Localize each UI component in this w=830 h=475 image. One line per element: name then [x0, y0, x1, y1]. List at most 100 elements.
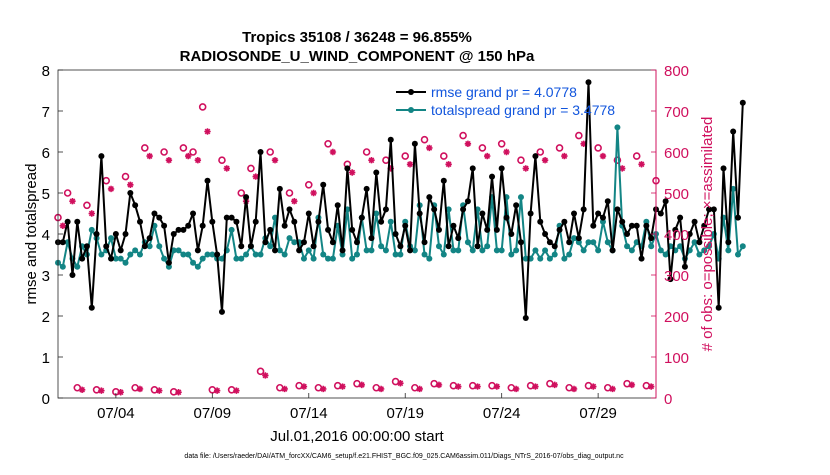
rmse-point: [305, 210, 312, 217]
rmse-point: [517, 239, 524, 246]
y-right-tick-label: 800: [664, 63, 689, 80]
spread-point: [701, 247, 708, 254]
rmse-point: [739, 99, 746, 106]
obs-possible-point: [304, 181, 313, 189]
obs-possible-point: [121, 172, 130, 181]
spread-point: [122, 259, 129, 266]
obs-possible-point: [632, 152, 641, 160]
rmse-point: [696, 239, 703, 246]
rmse-point: [88, 304, 95, 311]
spread-point: [450, 247, 457, 254]
rmse-point: [243, 194, 250, 201]
rmse-point: [329, 239, 336, 246]
spread-point: [696, 251, 703, 258]
rmse-point: [493, 226, 500, 233]
rmse-point: [247, 243, 254, 250]
y-tick-label: 7: [42, 104, 50, 121]
rmse-point: [508, 231, 515, 237]
obs-assimilated-point: [493, 383, 501, 390]
spread-point: [228, 226, 235, 233]
rmse-point: [633, 222, 640, 229]
rmse-point: [580, 206, 587, 213]
obs-possible-point: [613, 156, 622, 164]
spread-point: [706, 243, 713, 250]
rmse-point: [706, 206, 713, 213]
obs-assimilated-point: [532, 383, 539, 390]
obs-possible-point: [324, 140, 332, 148]
rmse-point: [59, 239, 66, 246]
chart-subtitle: RADIOSONDE_U_WIND_COMPONENT @ 150 hPa: [180, 48, 535, 65]
spread-point: [252, 251, 259, 258]
rmse-point: [363, 185, 370, 192]
spread-point: [532, 247, 539, 254]
spread-point: [276, 247, 283, 254]
spread-point: [604, 239, 611, 246]
obs-possible-point: [459, 131, 467, 140]
plot-area: [58, 70, 656, 398]
rmse-point: [725, 239, 732, 246]
y-right-tick-label: 200: [664, 309, 689, 326]
rmse-point: [315, 218, 322, 225]
spread-point: [98, 251, 105, 258]
rmse-point: [262, 239, 269, 246]
obs-assimilated-point: [310, 189, 317, 197]
obs-possible-point: [517, 156, 525, 164]
rmse-point: [479, 210, 486, 217]
obs-possible-point: [63, 189, 72, 197]
spread-point: [204, 251, 211, 258]
rmse-point: [445, 243, 452, 250]
obs-assimilated-point: [512, 385, 520, 393]
rmse-point: [300, 239, 307, 246]
rmse-point: [74, 218, 81, 225]
spread-point: [108, 235, 115, 242]
spread-point: [677, 243, 684, 250]
obs-assimilated-point: [300, 383, 308, 390]
spread-point: [378, 243, 385, 250]
spread-point: [628, 247, 635, 254]
rmse-point: [233, 218, 240, 225]
spread-point: [590, 239, 597, 246]
rmse-point: [286, 206, 293, 213]
spread-point: [648, 243, 655, 250]
rmse-point: [272, 247, 279, 254]
spread-point: [180, 251, 187, 258]
spread-point: [300, 255, 307, 262]
spread-point: [117, 255, 124, 262]
spread-point: [624, 243, 631, 250]
spread-point: [199, 255, 206, 262]
rmse-point: [546, 239, 553, 246]
y-right-tick-label: 700: [664, 104, 689, 121]
obs-assimilated-point: [136, 385, 144, 393]
rmse-point: [498, 165, 505, 172]
rmse-point: [426, 194, 433, 201]
spread-point: [185, 251, 192, 258]
spread-point: [542, 247, 549, 254]
rmse-point: [320, 181, 327, 188]
obs-assimilated-point: [194, 157, 202, 164]
obs-assimilated-point: [271, 157, 279, 164]
spread-point: [493, 247, 500, 254]
y-right-axis-label: # of obs: o=possible; ×=assimilated: [699, 117, 716, 352]
rmse-point: [460, 206, 467, 213]
y-right-tick-label: 100: [664, 350, 689, 367]
rmse-point: [455, 235, 462, 242]
spread-point: [267, 243, 274, 250]
obs-assimilated-point: [339, 383, 346, 390]
spread-point: [373, 210, 380, 217]
plot-content: [54, 79, 746, 396]
rmse-point: [624, 231, 631, 237]
rmse-point: [368, 235, 375, 242]
spread-point: [402, 218, 409, 225]
rmse-point: [595, 210, 602, 217]
obs-possible-point: [594, 144, 602, 152]
rmse-point: [542, 231, 549, 237]
obs-possible-point: [189, 148, 197, 156]
spread-point: [455, 247, 462, 254]
obs-assimilated-point: [281, 385, 288, 393]
rmse-point: [218, 308, 225, 315]
rmse-point: [537, 218, 544, 225]
obs-assimilated-point: [233, 387, 240, 394]
y-tick-label: 2: [42, 309, 50, 326]
obs-assimilated-point: [541, 157, 549, 164]
